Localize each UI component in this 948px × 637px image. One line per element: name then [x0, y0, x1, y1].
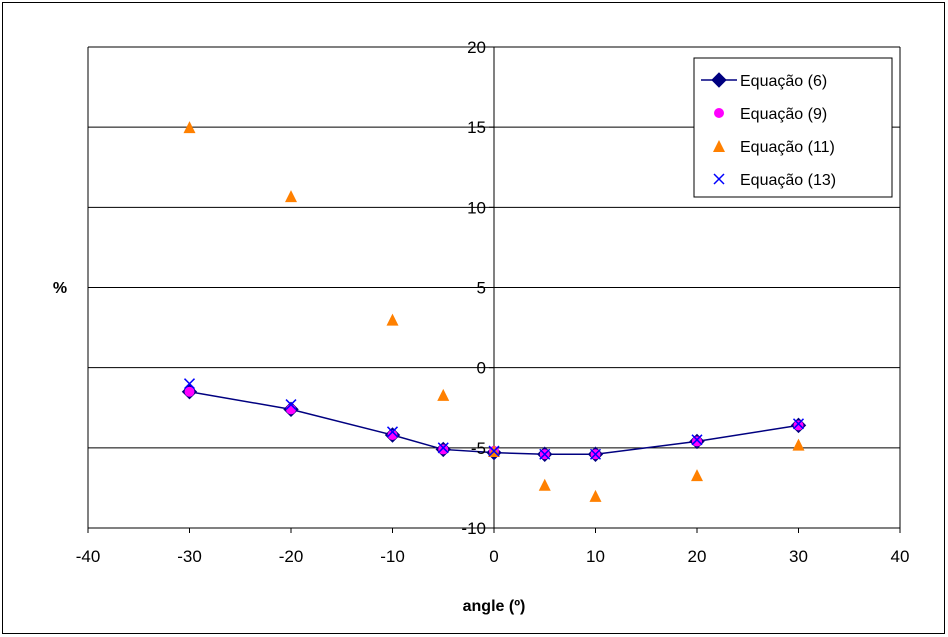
- axes: [87, 46, 901, 533]
- data-point-stroke: [589, 448, 602, 460]
- data-point-stroke: [539, 448, 551, 460]
- data-point: [286, 404, 296, 415]
- series: [181, 121, 807, 502]
- legend-label: Equação (9): [740, 106, 827, 123]
- data-point: [386, 313, 399, 326]
- data-point: [183, 378, 196, 390]
- legend-entry: Equação (6): [701, 72, 827, 90]
- data-point-stroke: [285, 399, 297, 411]
- y-axis-title: %: [53, 280, 67, 297]
- legend-label: Equação (6): [740, 73, 827, 90]
- series-4: [183, 378, 805, 460]
- data-point: [589, 489, 602, 502]
- legend-entry: Equação (13): [713, 172, 836, 189]
- x-tick-label: 10: [586, 547, 605, 566]
- data-point: [437, 388, 450, 401]
- legend-label: Equação (13): [740, 172, 836, 189]
- data-point: [387, 430, 398, 441]
- data-point: [691, 469, 703, 482]
- x-tick-label: -20: [279, 547, 304, 566]
- data-point: [793, 420, 804, 431]
- data-point: [589, 448, 602, 460]
- y-tick-label: 20: [467, 38, 486, 57]
- legend-box: [693, 57, 893, 198]
- data-point: [184, 386, 195, 397]
- y-tick-label: 10: [467, 198, 486, 217]
- y-tick-label: -5: [471, 439, 486, 458]
- data-point-stroke: [488, 445, 500, 457]
- data-point: [183, 121, 196, 134]
- data-point: [691, 434, 703, 446]
- data-point-stroke: [792, 418, 805, 430]
- data-point: [488, 445, 500, 457]
- data-point: [538, 478, 551, 491]
- x-tick-label: -30: [177, 547, 202, 566]
- data-point: [386, 426, 399, 438]
- data-point: [792, 438, 805, 451]
- y-tick-label: 5: [477, 279, 486, 298]
- legend-marker: [714, 108, 724, 118]
- x-tick-label: -40: [76, 547, 101, 566]
- x-tick-label: 20: [688, 547, 707, 566]
- x-tick-label: 0: [489, 547, 498, 566]
- data-point: [438, 444, 449, 455]
- y-tick-label: 0: [477, 359, 486, 378]
- legend-marker: [711, 72, 727, 88]
- x-tick-label: 30: [789, 547, 808, 566]
- legend-entry: Equação (9): [714, 106, 827, 123]
- x-tick-label: 40: [891, 547, 910, 566]
- data-point: [692, 436, 702, 447]
- data-point-stroke: [386, 426, 399, 438]
- legend-marker: [713, 173, 725, 185]
- data-point: [285, 190, 297, 203]
- data-point: [285, 399, 297, 411]
- data-point-stroke: [691, 434, 703, 446]
- x-tick-label: -10: [380, 547, 405, 566]
- data-point-stroke: [183, 378, 196, 390]
- y-tick-label: 15: [467, 118, 486, 137]
- data-point: [792, 418, 805, 430]
- legend-entry: Equação (11): [713, 139, 835, 156]
- legend: Equação (6) Equação (9) Equação (11) Equaçã…: [693, 57, 893, 198]
- data-point: [437, 442, 449, 454]
- data-point: [539, 448, 551, 460]
- legend-label: Equação (11): [740, 139, 835, 156]
- x-axis-title: angle (º): [463, 598, 526, 615]
- data-point-stroke: [437, 442, 449, 454]
- y-tick-label: -10: [461, 519, 486, 538]
- legend-marker-stroke: [713, 173, 725, 185]
- legend-marker: [713, 140, 725, 152]
